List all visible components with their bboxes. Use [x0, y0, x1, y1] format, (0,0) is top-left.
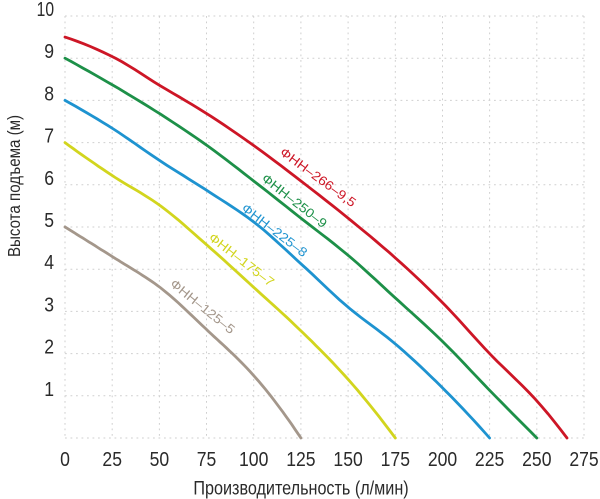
- svg-text:8: 8: [44, 82, 54, 104]
- svg-text:175: 175: [381, 448, 410, 470]
- svg-text:75: 75: [197, 448, 217, 470]
- svg-text:Высота подъема (м): Высота подъема (м): [4, 115, 25, 257]
- svg-text:200: 200: [428, 448, 457, 470]
- svg-text:1: 1: [44, 378, 54, 400]
- svg-text:0: 0: [60, 448, 70, 470]
- svg-text:225: 225: [475, 448, 504, 470]
- svg-text:2: 2: [44, 336, 54, 358]
- svg-text:3: 3: [44, 293, 54, 315]
- svg-text:275: 275: [569, 448, 598, 470]
- svg-text:250: 250: [522, 448, 551, 470]
- svg-text:7: 7: [44, 125, 54, 147]
- svg-text:100: 100: [239, 448, 268, 470]
- svg-text:9: 9: [44, 40, 54, 62]
- svg-text:4: 4: [44, 251, 54, 273]
- svg-text:6: 6: [44, 167, 54, 189]
- svg-text:150: 150: [333, 448, 362, 470]
- svg-text:125: 125: [286, 448, 315, 470]
- svg-text:10: 10: [37, 0, 54, 20]
- svg-text:Производительность (л/мин): Производительность (л/мин): [193, 477, 408, 499]
- svg-text:50: 50: [150, 448, 170, 470]
- svg-text:25: 25: [102, 448, 122, 470]
- svg-text:5: 5: [44, 209, 54, 231]
